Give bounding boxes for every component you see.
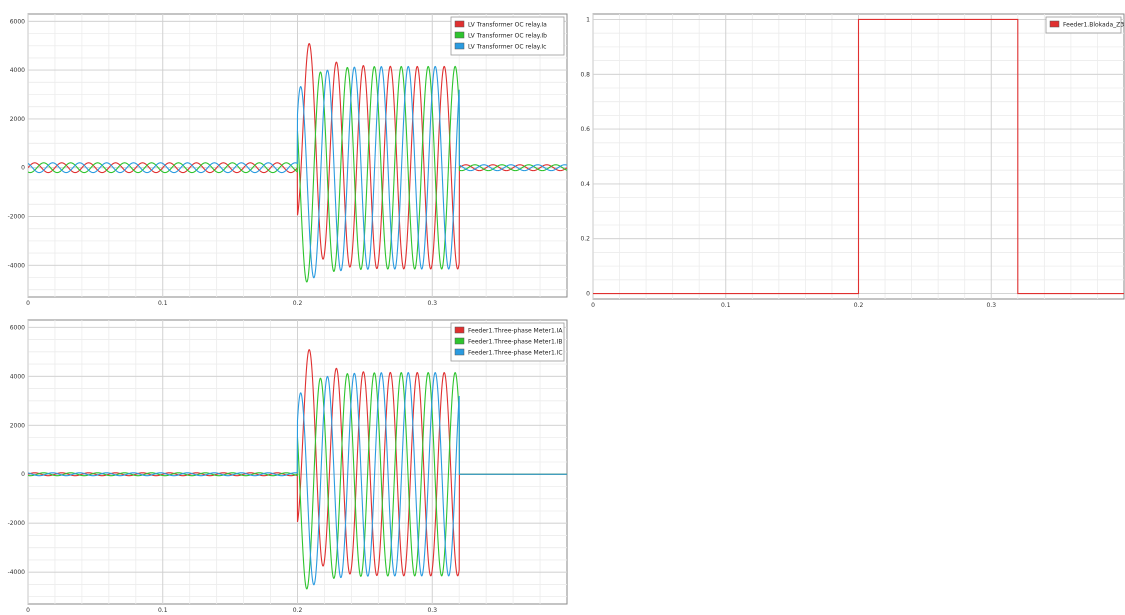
legend-label: Feeder1.Three-phase Meter1.IA (468, 328, 563, 335)
legend-label: Feeder1.Three-phase Meter1.IB (468, 339, 563, 346)
series-line (28, 372, 567, 586)
legend-label: LV Transformer OC relay.Ib (468, 33, 547, 40)
y-tick-label: 0.6 (580, 126, 590, 133)
y-tick-label: 1 (586, 16, 590, 23)
legend-box (450, 322, 565, 362)
y-tick-label: 0.4 (580, 181, 590, 188)
y-tick-label: 0 (21, 165, 25, 172)
legend-swatch (454, 20, 465, 28)
y-tick-label: -2000 (8, 520, 26, 527)
x-tick-label: 0.3 (427, 607, 437, 614)
legend-box (450, 16, 565, 56)
y-tick-label: 4000 (10, 67, 25, 74)
x-tick-label: 0 (26, 607, 30, 614)
series-line (593, 18, 1124, 295)
legend-swatch (454, 326, 465, 334)
series-line (28, 42, 567, 270)
legend-label: Feeder1.Three-phase Meter1.IC (468, 350, 563, 357)
x-tick-label: 0 (26, 300, 30, 307)
y-tick-label: 2000 (10, 116, 25, 123)
y-tick-label: 0.2 (580, 236, 590, 243)
y-tick-label: 6000 (10, 324, 25, 331)
x-tick-label: 0.3 (986, 302, 996, 309)
legend-label: Feeder1.Blokada_Z3 (1063, 22, 1124, 29)
legend-swatch (454, 337, 465, 345)
y-tick-label: 0 (21, 471, 25, 478)
legend: Feeder1.Blokada_Z3 (1045, 16, 1124, 34)
chart-feeder1-meter: 0 0.1 0.2 0.3 -4000 -2000 0 2000 4000 6000 Feeder1… (8, 319, 568, 614)
legend-box (1045, 16, 1122, 34)
legend-swatch (454, 42, 465, 50)
x-tick-label: 0.3 (427, 300, 437, 307)
legend-label: LV Transformer OC relay.Ia (468, 22, 547, 29)
legend-swatch (454, 31, 465, 39)
legend-swatch (454, 348, 465, 356)
x-tick-label: 0.2 (293, 607, 303, 614)
legend: LV Transformer OC relay.Ia LV Transformer… (450, 16, 565, 56)
legend-swatch (1049, 20, 1060, 28)
y-tick-label: 4000 (10, 373, 25, 380)
y-tick-label: 6000 (10, 18, 25, 25)
x-tick-label: 0.1 (158, 607, 168, 614)
chart-lv-oc-relay: 0 0.1 0.2 0.3 -4000 -2000 0 2000 4000 6000 LV Tran… (8, 13, 568, 307)
y-tick-label: 2000 (10, 422, 25, 429)
chart-feeder1-blokada: 0 0.1 0.2 0.3 0 0.2 0.4 0.6 0.8 1 Feeder1.Blokada_… (580, 13, 1125, 309)
y-tick-label: -4000 (8, 262, 26, 269)
series-line (28, 65, 567, 279)
x-tick-label: 0.1 (721, 302, 731, 309)
legend: Feeder1.Three-phase Meter1.IA Feeder1.Thr… (450, 322, 565, 362)
y-tick-label: -2000 (8, 213, 26, 220)
legend-label: LV Transformer OC relay.Ic (468, 44, 546, 51)
y-tick-label: 0 (586, 291, 590, 298)
x-tick-label: 0.2 (854, 302, 864, 309)
y-tick-label: 0.8 (580, 71, 590, 78)
x-tick-label: 0 (591, 302, 595, 309)
x-tick-label: 0.1 (158, 300, 168, 307)
y-tick-label: -4000 (8, 569, 26, 576)
x-tick-label: 0.2 (293, 300, 303, 307)
